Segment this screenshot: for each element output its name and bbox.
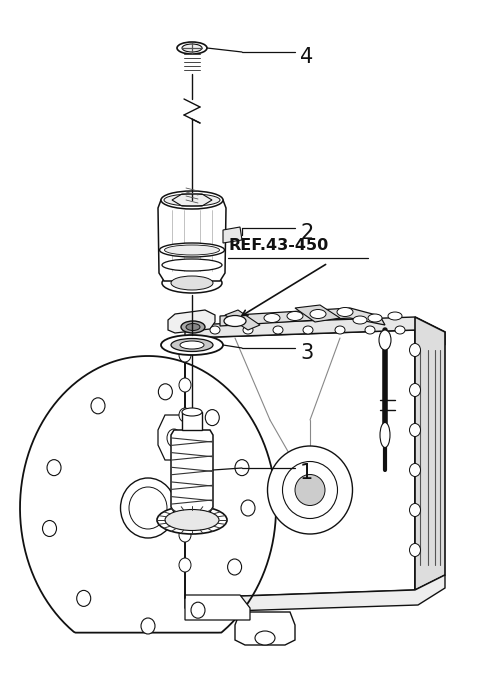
Polygon shape bbox=[182, 412, 202, 430]
Ellipse shape bbox=[179, 528, 191, 542]
Ellipse shape bbox=[77, 591, 91, 606]
Ellipse shape bbox=[162, 259, 222, 271]
Ellipse shape bbox=[47, 460, 61, 475]
Ellipse shape bbox=[409, 503, 420, 516]
Ellipse shape bbox=[310, 310, 326, 318]
Ellipse shape bbox=[409, 344, 420, 357]
Polygon shape bbox=[185, 330, 415, 598]
Text: REF.43-450: REF.43-450 bbox=[228, 238, 328, 253]
Ellipse shape bbox=[179, 408, 191, 422]
Polygon shape bbox=[220, 308, 385, 326]
Ellipse shape bbox=[179, 378, 191, 392]
Ellipse shape bbox=[165, 509, 219, 531]
Ellipse shape bbox=[379, 330, 391, 350]
Ellipse shape bbox=[337, 308, 353, 316]
Polygon shape bbox=[185, 595, 250, 620]
Ellipse shape bbox=[409, 424, 420, 436]
Polygon shape bbox=[295, 305, 340, 322]
Polygon shape bbox=[415, 317, 445, 590]
Polygon shape bbox=[158, 415, 188, 460]
Ellipse shape bbox=[388, 312, 402, 320]
Polygon shape bbox=[168, 310, 215, 333]
Ellipse shape bbox=[120, 478, 176, 538]
Ellipse shape bbox=[409, 383, 420, 396]
Text: 1: 1 bbox=[300, 463, 313, 483]
Ellipse shape bbox=[179, 498, 191, 512]
Ellipse shape bbox=[264, 314, 280, 323]
Ellipse shape bbox=[186, 323, 200, 331]
Ellipse shape bbox=[91, 398, 105, 414]
Polygon shape bbox=[185, 317, 445, 345]
Ellipse shape bbox=[295, 475, 325, 505]
Ellipse shape bbox=[179, 558, 191, 572]
Ellipse shape bbox=[162, 273, 222, 293]
Ellipse shape bbox=[159, 243, 225, 257]
Ellipse shape bbox=[161, 335, 223, 355]
Ellipse shape bbox=[409, 544, 420, 557]
Ellipse shape bbox=[228, 559, 241, 575]
Ellipse shape bbox=[409, 464, 420, 477]
Ellipse shape bbox=[255, 631, 275, 645]
Ellipse shape bbox=[182, 408, 202, 416]
Ellipse shape bbox=[205, 410, 219, 426]
Ellipse shape bbox=[368, 314, 382, 322]
Polygon shape bbox=[185, 575, 445, 612]
Ellipse shape bbox=[179, 468, 191, 482]
Ellipse shape bbox=[210, 326, 220, 334]
Ellipse shape bbox=[182, 44, 202, 52]
Text: 3: 3 bbox=[300, 343, 313, 363]
Polygon shape bbox=[223, 227, 242, 243]
Ellipse shape bbox=[161, 191, 223, 209]
Ellipse shape bbox=[243, 326, 253, 334]
Ellipse shape bbox=[191, 602, 205, 618]
Polygon shape bbox=[235, 612, 295, 645]
Text: 2: 2 bbox=[300, 223, 313, 243]
Ellipse shape bbox=[171, 338, 213, 351]
Ellipse shape bbox=[177, 42, 207, 54]
Polygon shape bbox=[171, 430, 213, 512]
Ellipse shape bbox=[287, 312, 303, 321]
Ellipse shape bbox=[224, 316, 246, 327]
Ellipse shape bbox=[129, 487, 167, 529]
Ellipse shape bbox=[235, 460, 249, 475]
Ellipse shape bbox=[179, 348, 191, 362]
Ellipse shape bbox=[165, 245, 219, 255]
Ellipse shape bbox=[43, 520, 57, 537]
Ellipse shape bbox=[365, 326, 375, 334]
Polygon shape bbox=[225, 310, 260, 330]
Ellipse shape bbox=[380, 423, 390, 447]
Ellipse shape bbox=[157, 506, 227, 534]
Ellipse shape bbox=[303, 326, 313, 334]
Ellipse shape bbox=[167, 429, 181, 447]
Ellipse shape bbox=[158, 384, 172, 400]
Ellipse shape bbox=[283, 462, 337, 518]
Ellipse shape bbox=[353, 316, 367, 324]
Text: 4: 4 bbox=[300, 47, 313, 67]
Ellipse shape bbox=[179, 438, 191, 452]
Ellipse shape bbox=[273, 326, 283, 334]
Ellipse shape bbox=[180, 341, 204, 349]
Ellipse shape bbox=[267, 446, 352, 534]
Ellipse shape bbox=[171, 276, 213, 290]
Polygon shape bbox=[158, 200, 226, 281]
Ellipse shape bbox=[164, 194, 220, 206]
Ellipse shape bbox=[395, 326, 405, 334]
Ellipse shape bbox=[241, 500, 255, 516]
Ellipse shape bbox=[335, 326, 345, 334]
Ellipse shape bbox=[181, 321, 205, 333]
Ellipse shape bbox=[141, 618, 155, 634]
